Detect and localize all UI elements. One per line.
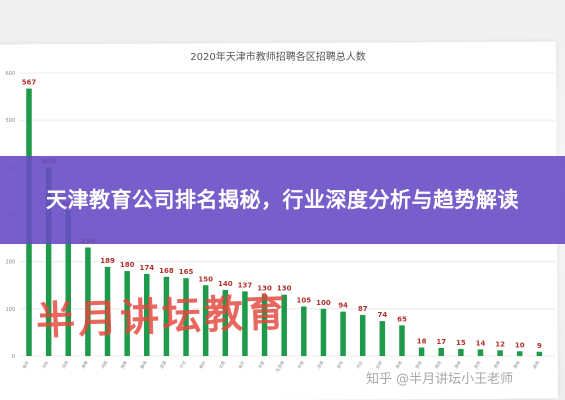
x-category-label: 滨海 [315,360,324,370]
bar-value-label: 94 [338,302,348,310]
bar [340,311,346,356]
x-category-label: 其他 [433,360,442,370]
bar-value-label: 65 [397,315,407,323]
x-category-label: 红桥 [374,360,383,370]
bar-value-label: 105 [297,296,312,304]
x-axis-category-labels: 和平 河东 河西 津南 河西 西青 静海 武清 宁河 蓟州 北辰 和平 东丽 生态城 东丽 滨海 宝坻 河北 红桥其… [21,360,541,373]
bar [85,247,91,356]
x-category-label: 其他 [511,360,520,370]
x-category-label: 西青 [119,360,128,370]
x-category-label: 蓟州 [197,360,206,370]
bar-value-label: 18 [417,338,427,346]
bar-value-label: 12 [495,340,505,348]
bar [104,266,111,356]
bar-value-label: 137 [238,281,253,289]
bar-value-label: 180 [120,261,135,269]
bar-value-label: 74 [377,311,387,319]
bar [399,325,405,356]
bar-value-label: 168 [159,267,174,275]
bar [281,294,287,356]
bar-value-label: 130 [277,285,292,293]
bar [202,285,209,356]
x-category-label: 生态城 [274,360,285,373]
y-tick-label: 0 [12,354,15,360]
bar-value-label: 150 [198,275,213,283]
x-category-label: 宝坻 [335,360,344,370]
y-tick-label: 600 [5,71,15,77]
headline-banner: 天津教育公司排名揭秘，行业深度分析与趋势解读 [0,156,565,244]
x-category-label: 其他 [413,360,422,370]
bar-value-label: 130 [257,285,272,293]
bar [183,278,189,356]
bar [477,349,484,356]
x-category-label: 河东 [40,360,49,370]
bar [536,351,543,356]
x-category-label: 北辰 [217,360,226,370]
bar-value-labels: 5674003092301891801741681651501401371301… [22,79,542,350]
bar [516,351,523,356]
headline-text: 天津教育公司排名揭秘，行业深度分析与趋势解读 [46,187,519,212]
x-category-label: 和平 [237,360,246,370]
x-category-label: 其他 [394,360,403,370]
y-tick-label: 200 [5,260,15,266]
bar-value-label: 189 [100,257,115,265]
bar-value-label: 10 [515,341,525,349]
bar [261,294,268,356]
bar [222,289,229,356]
x-category-label: 静海 [138,360,147,370]
watermark-source-text: 知乎 @半月讲坛小王老师 [366,372,514,387]
x-category-label: 其他 [453,360,462,370]
bar [497,350,503,356]
bar [144,273,150,356]
bar-value-label: 17 [436,338,446,346]
watermark-brand-text: 半月讲坛教育 [35,290,289,345]
bar [124,271,130,356]
y-tick-label: 100 [5,307,15,313]
chart-title: 2020年天津市教师招聘各区招聘总人数 [190,50,365,63]
x-category-label: 其他 [531,360,540,370]
bar [438,347,444,356]
x-category-label: 其他 [472,360,481,370]
bar [379,321,386,356]
bar-value-label: 100 [316,299,331,307]
bar [45,167,52,356]
x-category-label: 津南 [80,360,89,370]
bar-value-label: 567 [22,79,37,87]
bar [320,308,327,356]
bar [418,347,425,356]
x-category-label: 东丽 [295,360,304,370]
bar-value-label: 14 [476,339,486,347]
x-category-label: 武清 [158,360,167,370]
x-category-label: 河西 [99,360,108,370]
bar [458,348,464,356]
bar-value-label: 165 [179,268,194,276]
bar [359,314,366,356]
x-category-label: 河西 [60,360,69,370]
bar [163,276,170,356]
bar [242,291,248,356]
bar [301,306,307,356]
x-category-label: 河北 [354,360,363,370]
x-category-label: 宁河 [178,360,187,370]
y-tick-label: 500 [5,118,15,124]
bar-value-label: 140 [218,280,233,288]
x-category-label: 其他 [492,360,501,370]
bar-value-label: 9 [537,342,542,350]
bar [65,210,72,356]
bar-value-label: 15 [456,339,466,347]
bar-value-label: 87 [358,305,368,313]
bar-value-label: 174 [139,264,154,272]
x-category-label: 东丽 [256,360,265,370]
x-category-label: 和平 [21,360,30,370]
